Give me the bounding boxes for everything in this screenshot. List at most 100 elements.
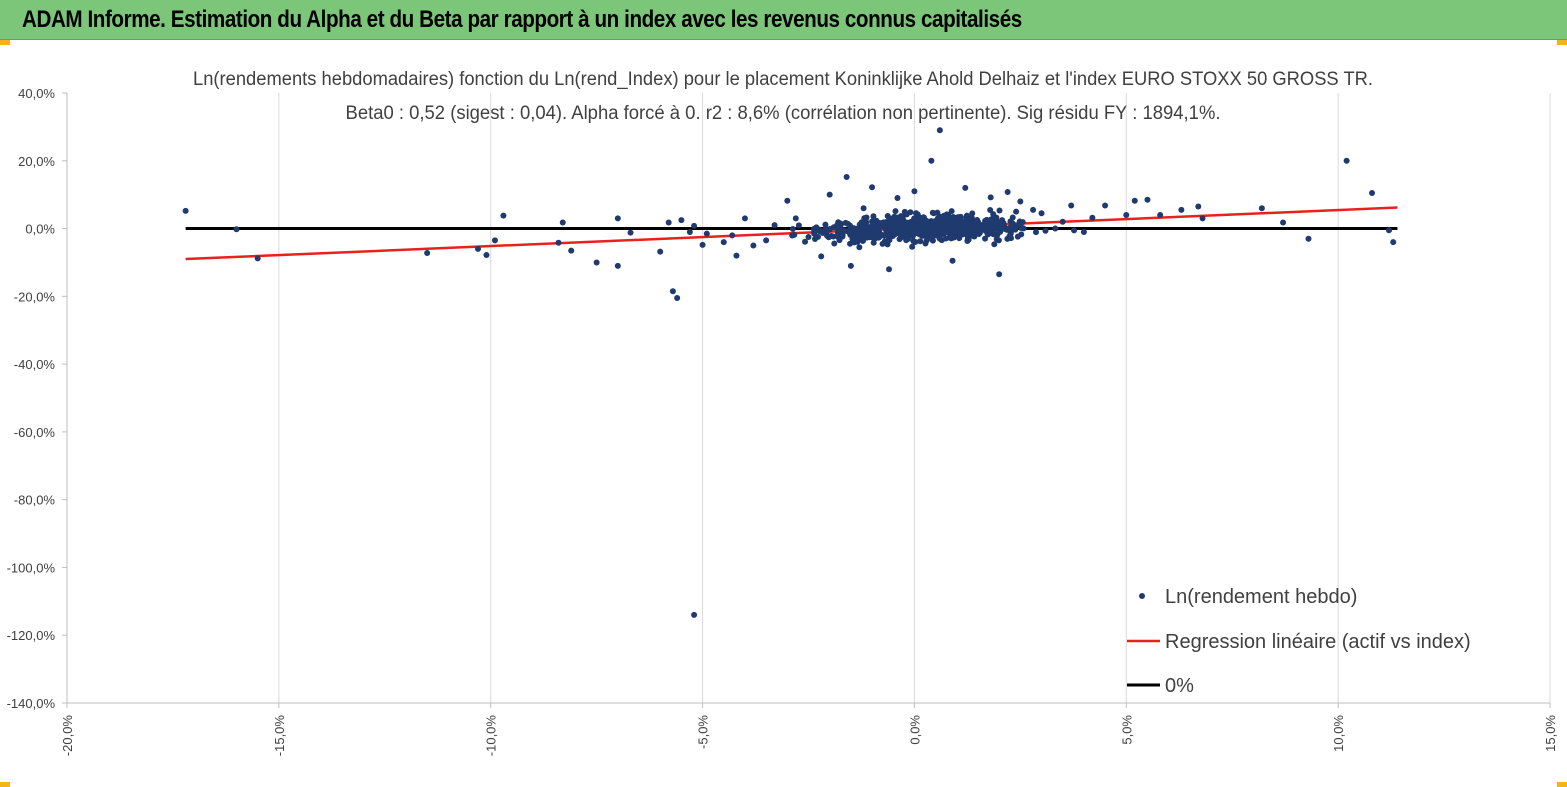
- y-tick-label: -120,0%: [7, 628, 56, 643]
- scatter-point: [971, 226, 978, 233]
- scatter-point: [934, 209, 941, 216]
- scatter-point: [910, 224, 917, 231]
- scatter-point: [901, 208, 908, 215]
- scatter-point: [1123, 212, 1130, 218]
- scatter-point: [982, 235, 989, 242]
- scatter-point: [923, 237, 930, 244]
- scatter-point: [657, 248, 664, 255]
- scatter-point: [863, 219, 870, 226]
- scatter-point: [771, 222, 778, 229]
- scatter-point: [750, 242, 757, 249]
- scatter-point: [811, 230, 818, 237]
- scatter-point: [559, 219, 566, 226]
- scatter-point: [1343, 157, 1350, 164]
- corner-mark-top-right: [1557, 40, 1567, 45]
- chart-title-line-2: Beta0 : 0,52 (sigest : 0,04). Alpha forc…: [346, 103, 1221, 124]
- scatter-point: [789, 225, 796, 232]
- scatter-point: [182, 207, 189, 214]
- corner-mark-bottom-left: [0, 782, 10, 787]
- scatter-point: [886, 237, 893, 244]
- x-tick-label: 10,0%: [1331, 715, 1346, 752]
- scatter-point: [948, 232, 955, 239]
- scatter-point: [987, 207, 994, 214]
- legend: Ln(rendement hebdo) Regression linéaire (…: [1127, 586, 1471, 697]
- scatter-point: [500, 212, 507, 219]
- scatter-point: [874, 224, 881, 231]
- scatter-point: [741, 215, 748, 222]
- scatter-point: [894, 195, 901, 202]
- legend-label: 0%: [1165, 675, 1194, 697]
- scatter-point: [963, 231, 970, 238]
- scatter-point: [1199, 215, 1206, 222]
- scatter-point: [805, 234, 812, 241]
- scatter-point: [942, 219, 949, 226]
- scatter-point: [1390, 239, 1397, 246]
- scatter-point: [997, 225, 1004, 232]
- y-tick-label: -40,0%: [14, 357, 56, 372]
- scatter-point: [729, 232, 736, 239]
- scatter-point: [826, 191, 833, 198]
- scatter-point: [1144, 196, 1151, 203]
- scatter-point: [686, 228, 693, 235]
- scatter-point: [964, 225, 971, 232]
- scatter-point: [720, 239, 727, 246]
- scatter-point: [818, 253, 825, 260]
- x-tick-label: -20,0%: [60, 715, 75, 757]
- scatter-point: [665, 219, 672, 226]
- scatter-point: [699, 241, 706, 248]
- scatter-point: [892, 208, 899, 215]
- report-banner: ADAM Informe. Estimation du Alpha et du …: [0, 0, 1567, 40]
- scatter-point: [928, 157, 935, 164]
- y-tick-label: 40,0%: [18, 86, 55, 101]
- scatter-point: [1280, 219, 1287, 226]
- grid-lines: [66, 93, 1551, 703]
- scatter-point: [996, 207, 1003, 214]
- scatter-point: [1369, 189, 1376, 196]
- scatter-point: [1071, 227, 1078, 234]
- scatter-point: [1089, 214, 1096, 221]
- scatter-point: [834, 222, 841, 229]
- x-tick-label: -15,0%: [272, 715, 287, 757]
- scatter-point: [1258, 205, 1265, 212]
- scatter-point: [990, 215, 997, 222]
- scatter-point: [964, 237, 971, 244]
- scatter-point: [795, 222, 802, 229]
- scatter-chart: Ln(rendements hebdomadaires) fonction du…: [7, 69, 1558, 756]
- scatter-point: [894, 214, 901, 221]
- scatter-point: [858, 229, 865, 236]
- scatter-point: [1030, 206, 1037, 213]
- scatter-point: [964, 214, 971, 221]
- legend-label: Ln(rendement hebdo): [1165, 586, 1357, 608]
- scatter-point: [1014, 233, 1021, 240]
- scatter-point: [822, 221, 829, 228]
- scatter-point: [904, 223, 911, 230]
- scatter-point: [856, 221, 863, 228]
- scatter-point: [991, 241, 998, 248]
- scatter-point: [912, 230, 919, 237]
- scatter-point: [894, 221, 901, 228]
- x-axis-ticks: -20,0% -15,0% -10,0% -5,0% 0,0% 5,0% 10,0% 15,0…: [60, 703, 1558, 756]
- scatter-point: [845, 221, 852, 228]
- scatter-point: [1038, 210, 1045, 217]
- scatter-point: [889, 233, 896, 240]
- scatter-point: [956, 229, 963, 236]
- scatter-point: [831, 240, 838, 247]
- scatter-point: [984, 218, 991, 225]
- scatter-point: [843, 174, 850, 181]
- x-tick-label: 0,0%: [907, 715, 922, 745]
- scatter-point: [912, 238, 919, 245]
- scatter-point: [784, 197, 791, 204]
- scatter-point: [900, 227, 907, 234]
- scatter-point: [674, 295, 681, 302]
- scatter-point: [678, 217, 685, 224]
- x-tick-label: 15,0%: [1543, 715, 1558, 752]
- scatter-point: [839, 231, 846, 238]
- scatter-point: [976, 222, 983, 229]
- y-tick-label: -60,0%: [14, 425, 56, 440]
- scatter-point: [1007, 230, 1014, 237]
- scatter-point: [791, 231, 798, 238]
- scatter-point: [491, 237, 498, 244]
- scatter-point: [792, 215, 799, 222]
- y-tick-label: 20,0%: [18, 154, 55, 169]
- scatter-point: [1052, 225, 1059, 232]
